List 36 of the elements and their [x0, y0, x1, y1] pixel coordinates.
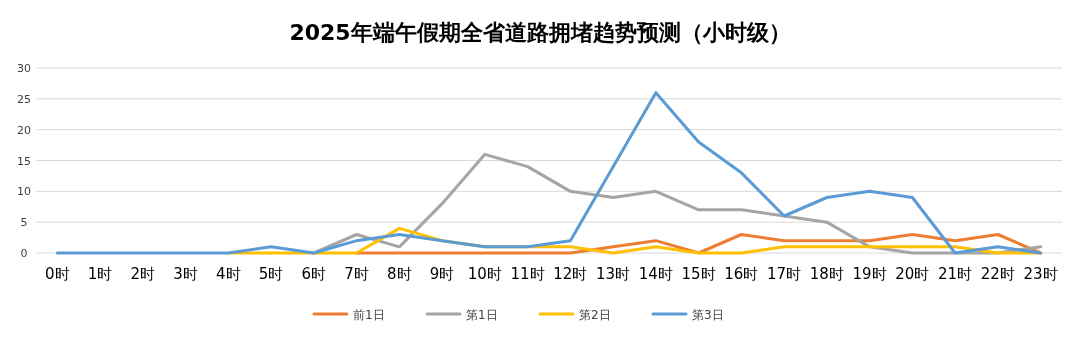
x-tick-label: 10时: [467, 265, 502, 283]
x-tick-label: 17时: [767, 265, 802, 283]
x-tick-label: 18时: [809, 265, 844, 283]
x-tick-label: 21时: [938, 265, 973, 283]
x-tick-label: 9时: [429, 265, 455, 283]
x-tick-label: 12时: [553, 265, 588, 283]
x-tick-label: 19时: [852, 265, 887, 283]
legend-label: 第2日: [579, 307, 611, 322]
y-tick-label: 0: [20, 247, 28, 260]
x-tick-label: 23时: [1023, 265, 1058, 283]
x-tick-label: 5时: [258, 265, 284, 283]
x-tick-label: 11时: [510, 265, 545, 283]
x-tick-label: 1时: [87, 265, 113, 283]
x-tick-label: 3时: [173, 265, 198, 283]
y-tick-label: 15: [17, 154, 31, 168]
y-tick-label: 25: [17, 92, 31, 106]
x-tick-label: 16时: [724, 265, 759, 283]
y-tick-label: 10: [17, 185, 31, 199]
x-tick-label: 4时: [216, 265, 241, 283]
y-tick-label: 30: [17, 62, 31, 75]
x-tick-label: 14时: [638, 265, 673, 283]
legend-label: 第1日: [466, 307, 498, 322]
legend-label: 第3日: [692, 307, 724, 322]
title: 2025年端午假期全省道路拥堵趋势预测（小时级）: [289, 20, 791, 45]
x-tick-label: 15时: [681, 265, 716, 283]
x-tick-label: 8时: [387, 265, 412, 283]
x-tick-label: 13时: [596, 265, 631, 283]
x-tick-label: 2时: [130, 265, 156, 283]
x-tick-label: 7时: [344, 265, 369, 283]
y-tick-label: 5: [20, 216, 28, 230]
x-tick-label: 20时: [895, 265, 930, 283]
y-tick-label: 20: [17, 123, 31, 137]
x-tick-label: 0时: [45, 265, 70, 283]
legend-label: 前1日: [353, 307, 385, 322]
x-tick-label: 22时: [980, 265, 1015, 283]
x-tick-label: 6时: [301, 265, 327, 283]
